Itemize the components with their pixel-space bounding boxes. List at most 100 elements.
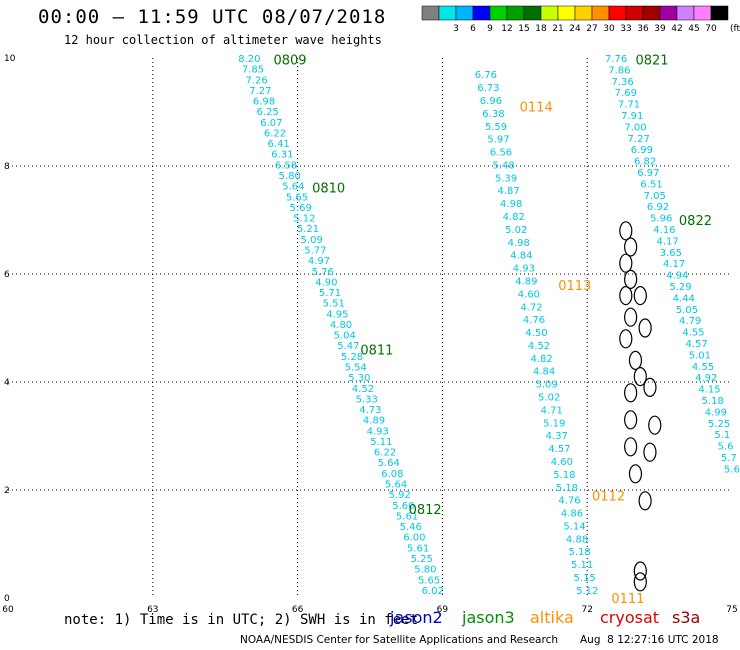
wave-height-value: 5.46 xyxy=(400,522,422,533)
wave-height-value: 6.56 xyxy=(490,148,512,159)
color-scale-label: 6 xyxy=(470,24,476,34)
wave-height-value: 5.97 xyxy=(487,135,509,146)
wave-height-value: 5.04 xyxy=(334,331,356,342)
wave-height-value: 7.69 xyxy=(615,88,637,99)
wave-height-value: 5.51 xyxy=(323,299,345,310)
wave-height-value: 5.47 xyxy=(337,341,359,352)
wave-height-value: 7.71 xyxy=(618,100,640,111)
color-scale-label: 30 xyxy=(603,24,615,34)
color-scale-label: 39 xyxy=(654,24,666,34)
wave-height-value: 7.85 xyxy=(242,65,264,76)
wave-height-value: 6.82 xyxy=(634,157,656,168)
wave-height-value: 7.76 xyxy=(605,54,627,65)
color-scale-label: 9 xyxy=(487,24,493,34)
island-outline xyxy=(643,377,657,397)
island-outline xyxy=(624,307,638,327)
wave-height-value: 5.05 xyxy=(676,305,698,316)
wave-height-value: 5.39 xyxy=(495,173,517,184)
wave-height-value: 6.92 xyxy=(647,202,669,213)
island-outline xyxy=(624,237,638,257)
wave-height-value: 6.96 xyxy=(480,96,502,107)
wave-height-value: 4.82 xyxy=(530,354,552,365)
wave-height-value: 5.1 xyxy=(714,430,730,441)
wave-height-value: 5.28 xyxy=(341,352,363,363)
color-scale-label: 36 xyxy=(637,24,649,34)
wave-height-value: 4.87 xyxy=(498,186,520,197)
wave-height-value: 6.99 xyxy=(631,145,653,156)
island-outline xyxy=(619,329,633,349)
island-outline xyxy=(633,367,647,387)
wave-height-value: 6.25 xyxy=(257,107,279,118)
wave-height-value: 6.02 xyxy=(422,586,444,597)
wave-height-value: 5.77 xyxy=(304,245,326,256)
color-scale-label: 24 xyxy=(569,24,581,34)
pass-time-label: 0112 xyxy=(592,489,625,504)
wave-height-value: 5.09 xyxy=(301,235,323,246)
wave-height-value: 5.64 xyxy=(385,480,407,491)
wave-height-value: 5.65 xyxy=(418,575,440,586)
wave-height-value: 4.60 xyxy=(551,457,573,468)
wave-height-value: 5.60 xyxy=(392,501,414,512)
wave-height-value: 6.76 xyxy=(475,70,497,81)
wave-height-value: 5.18 xyxy=(568,547,590,558)
wave-height-value: 5.69 xyxy=(290,203,312,214)
wave-height-value: 5.25 xyxy=(411,554,433,565)
wave-height-value: 4.88 xyxy=(566,534,588,545)
wave-height-value: 4.52 xyxy=(528,341,550,352)
wave-height-value: 5.80 xyxy=(279,171,301,182)
wave-height-value: 6.97 xyxy=(637,168,659,179)
y-tick-label: 8 xyxy=(4,162,10,172)
wave-height-value: 5.02 xyxy=(505,225,527,236)
wave-height-value: 4.82 xyxy=(503,212,525,223)
footer-note: note: 1) Time is in UTC; 2) SWH is in fe… xyxy=(64,612,419,628)
chart-title: 00:00 – 11:59 UTC 08/07/2018 xyxy=(38,6,387,28)
y-tick-label: 6 xyxy=(4,270,10,280)
wave-height-value: 4.93 xyxy=(513,264,535,275)
color-scale-label: 15 xyxy=(518,24,529,34)
wave-height-value: 5.11 xyxy=(571,560,593,571)
pass-time-label: 0810 xyxy=(312,182,345,197)
wave-height-value: 5.76 xyxy=(312,267,334,278)
wave-height-value: 5.92 xyxy=(389,490,411,501)
wave-height-value: 5.96 xyxy=(650,214,672,225)
island-outline xyxy=(628,350,643,370)
color-scale-label: 3 xyxy=(453,24,459,34)
wave-height-value: 7.86 xyxy=(608,65,630,76)
wave-height-value: 5.80 xyxy=(414,565,436,576)
wave-height-value: 4.90 xyxy=(315,277,337,288)
island-outline xyxy=(643,442,657,462)
y-tick-label: 0 xyxy=(4,594,10,604)
wave-height-value: 5.25 xyxy=(708,419,730,430)
x-tick-label: 66 xyxy=(292,605,304,615)
wave-height-value: 6.31 xyxy=(271,150,293,161)
pass-time-label: 0113 xyxy=(558,279,591,294)
wave-height-value: 4.50 xyxy=(525,328,547,339)
wave-height-value: 5.48 xyxy=(492,160,514,171)
wave-height-value: 5.64 xyxy=(378,458,400,469)
wave-height-value: 6.58 xyxy=(275,160,297,171)
island-outline xyxy=(624,383,638,403)
wave-height-value: 4.98 xyxy=(508,238,530,249)
wave-height-value: 6.51 xyxy=(640,179,662,190)
wave-height-value: 5.18 xyxy=(556,483,578,494)
island-outline xyxy=(619,221,633,241)
chart-subtitle: 12 hour collection of altimeter wave hei… xyxy=(64,33,382,47)
satellite-label-jason2: jason2 xyxy=(390,608,443,627)
color-scale-label: 33 xyxy=(620,24,631,34)
wave-height-value: 5.33 xyxy=(356,394,378,405)
wave-height-value: 4.55 xyxy=(682,328,704,339)
x-tick-label: 69 xyxy=(437,605,449,615)
wave-height-value: 5.15 xyxy=(574,573,596,584)
wave-height-value: 5.09 xyxy=(536,380,558,391)
wave-height-value: 4.57 xyxy=(548,444,570,455)
wave-height-value: 4.98 xyxy=(500,199,522,210)
wave-height-value: 4.99 xyxy=(705,407,727,418)
wave-height-value: 4.17 xyxy=(657,236,679,247)
wave-height-value: 7.91 xyxy=(621,111,643,122)
wave-height-value: 3.65 xyxy=(660,248,682,259)
color-scale-label: 70 xyxy=(705,24,717,34)
wave-height-value: 4.84 xyxy=(510,251,532,262)
x-tick-label: 60 xyxy=(2,605,14,615)
island-outline xyxy=(624,437,638,457)
